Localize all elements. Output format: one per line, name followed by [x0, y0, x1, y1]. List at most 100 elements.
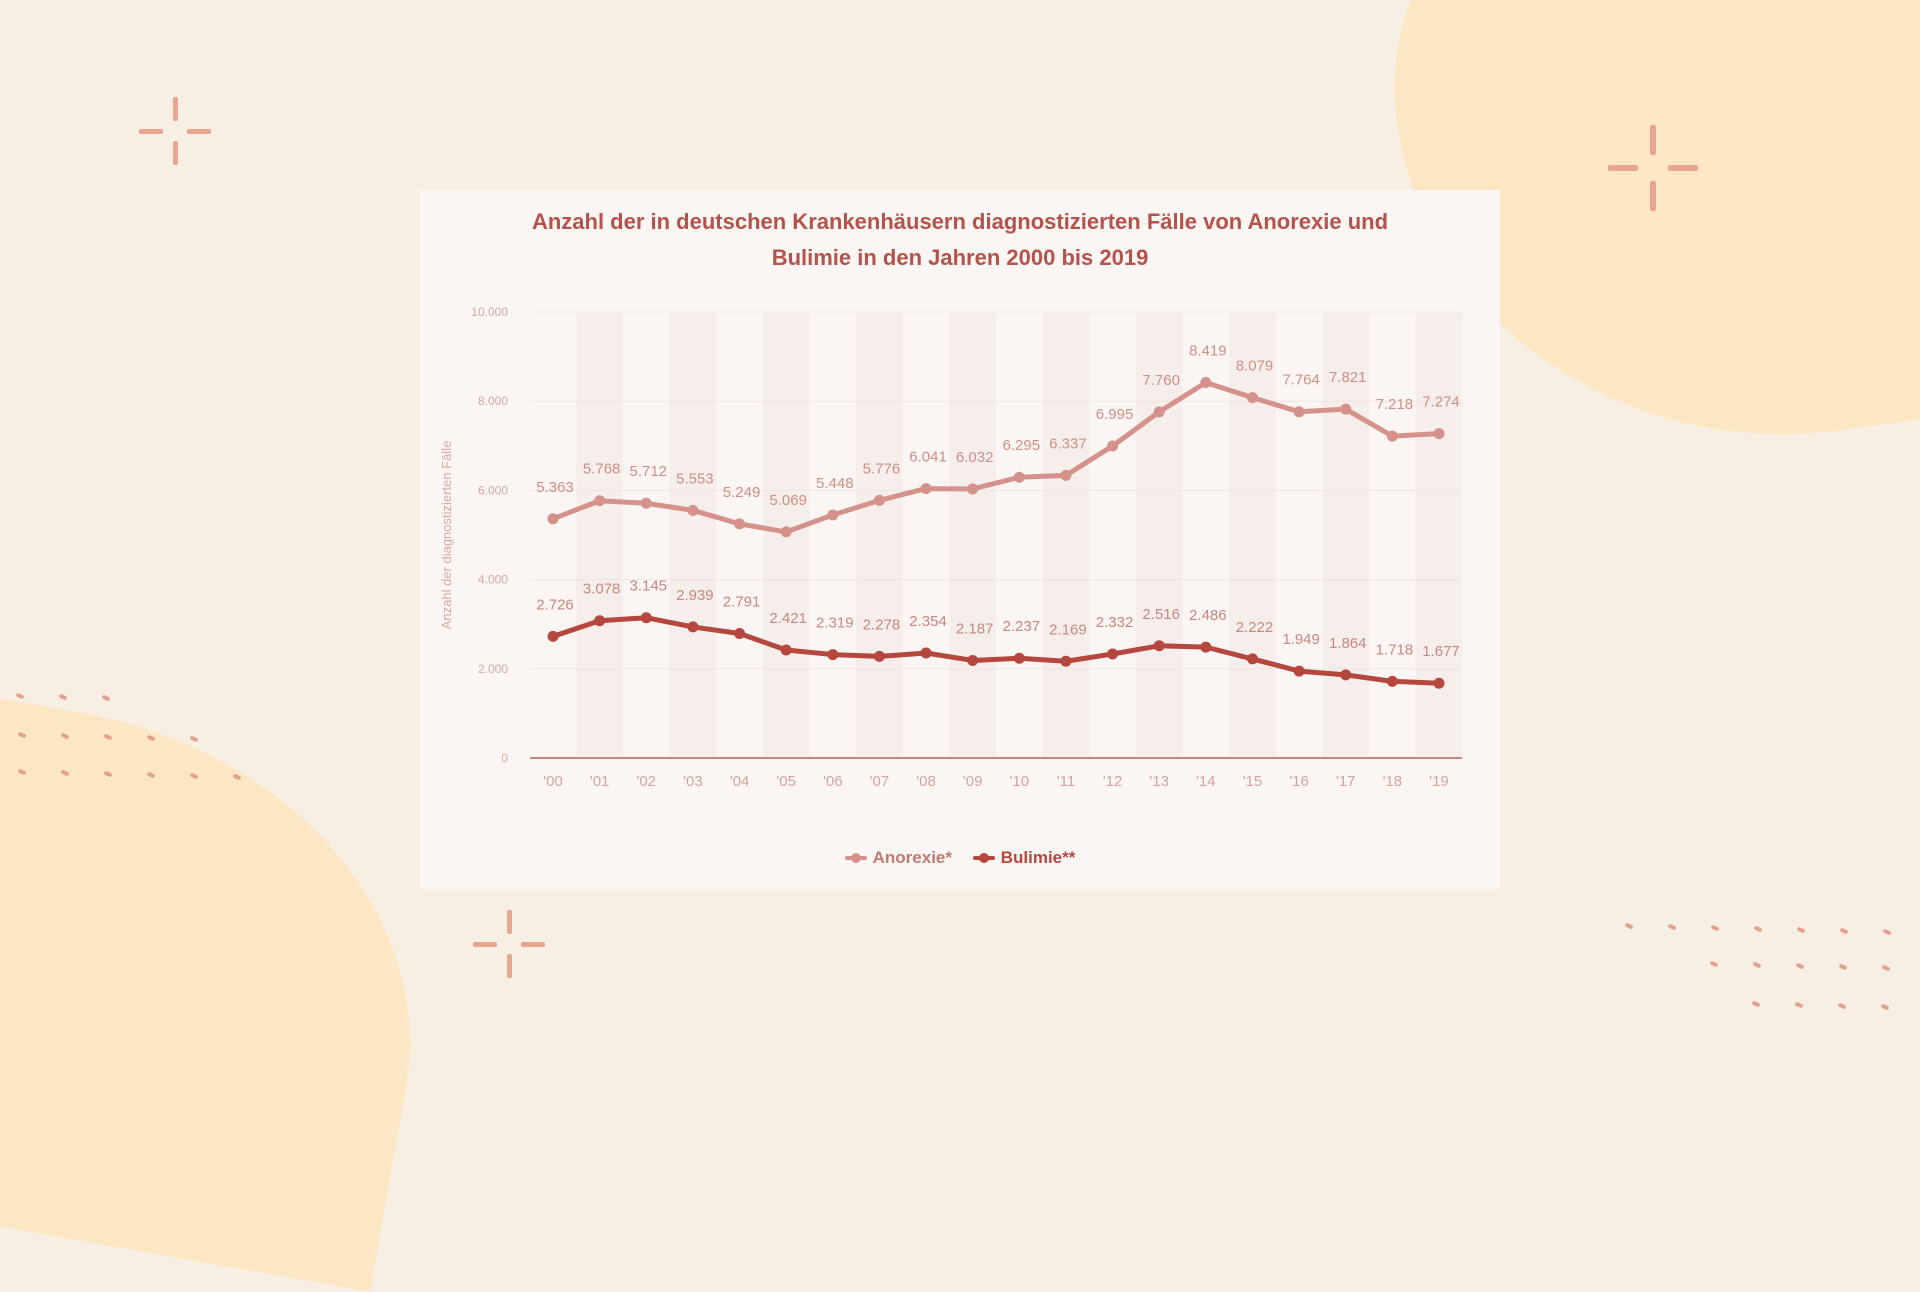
data-label: 2.354	[909, 613, 947, 630]
x-tick-label: '12	[1103, 773, 1123, 790]
dot	[101, 694, 111, 702]
x-tick-label: '02	[636, 773, 656, 790]
legend-item-bulimie[interactable]: Bulimie**	[972, 848, 1076, 868]
data-point	[594, 495, 606, 507]
legend: Anorexie* Bulimie**	[420, 845, 1500, 868]
data-label: 7.821	[1329, 369, 1367, 386]
chart-title-line: Bulimie in den Jahren 2000 bis 2019	[771, 245, 1149, 270]
x-tick-label: '01	[590, 773, 610, 790]
data-label: 2.187	[956, 620, 994, 637]
data-point	[920, 647, 932, 659]
data-point	[640, 612, 652, 624]
dot	[1839, 927, 1849, 935]
data-point	[687, 621, 699, 633]
data-point	[780, 644, 792, 656]
dot	[1837, 1002, 1847, 1010]
x-tick-label: '13	[1149, 773, 1169, 790]
dot	[1794, 1001, 1804, 1009]
sparkle-icon	[1608, 125, 1698, 211]
x-tick-label: '03	[683, 773, 703, 790]
data-point	[920, 483, 932, 495]
x-tick-label: '04	[730, 773, 750, 790]
x-tick-label: '07	[870, 773, 890, 790]
sparkle-icon	[469, 904, 549, 984]
data-label: 5.553	[676, 470, 714, 487]
data-label: 1.864	[1329, 635, 1367, 652]
x-tick-label: '14	[1196, 773, 1216, 790]
dot	[15, 692, 25, 700]
data-label: 8.419	[1189, 343, 1227, 360]
data-point	[1433, 428, 1445, 440]
data-point	[547, 630, 559, 642]
data-label: 2.791	[723, 594, 761, 611]
data-label: 8.079	[1236, 358, 1274, 375]
data-label: 1.677	[1422, 643, 1460, 660]
column-band	[856, 312, 903, 758]
data-label: 3.145	[629, 578, 667, 595]
dot	[1751, 1000, 1761, 1008]
legend-marker-icon	[972, 853, 995, 863]
dot	[1838, 963, 1848, 971]
data-label: 6.337	[1049, 435, 1087, 452]
data-label: 2.332	[1096, 614, 1134, 631]
x-tick-label: '15	[1243, 773, 1263, 790]
data-label: 2.278	[863, 616, 901, 633]
y-tick-label: 8.000	[478, 394, 508, 408]
data-label: 2.222	[1236, 619, 1274, 636]
data-point	[780, 526, 792, 538]
y-tick-label: 4.000	[478, 573, 508, 587]
data-label: 2.516	[1142, 606, 1180, 623]
legend-label: Bulimie**	[1000, 848, 1076, 867]
data-point	[734, 628, 746, 640]
data-label: 6.295	[1003, 437, 1041, 454]
dot	[1752, 961, 1762, 969]
data-label: 7.218	[1376, 396, 1414, 413]
data-label: 6.995	[1096, 406, 1134, 423]
x-tick-label: '05	[776, 773, 796, 790]
data-label: 7.274	[1422, 394, 1460, 411]
data-label: 2.939	[676, 587, 714, 604]
dot	[1624, 922, 1634, 930]
x-tick-label: '09	[963, 773, 983, 790]
x-tick-label: '19	[1429, 773, 1449, 790]
data-point	[967, 654, 979, 666]
series-line-bulimie	[552, 615, 1440, 686]
column-band	[669, 312, 717, 758]
x-tick-label: '00	[543, 773, 563, 790]
column-band	[1229, 312, 1276, 758]
data-label: 5.249	[723, 484, 761, 501]
data-point	[1200, 377, 1212, 389]
chart-card: Anzahl der in deutschen Krankenhäusern d…	[420, 190, 1500, 889]
data-label: 6.041	[909, 449, 947, 466]
dot	[189, 735, 199, 743]
data-point	[640, 497, 652, 509]
data-label: 3.078	[583, 581, 621, 598]
column-band	[576, 312, 623, 758]
data-point	[1246, 392, 1258, 404]
data-label: 5.776	[863, 460, 901, 477]
x-tick-label: '06	[823, 773, 843, 790]
data-label: 2.486	[1189, 607, 1227, 624]
data-point	[873, 494, 885, 506]
data-label: 5.768	[583, 461, 621, 478]
data-point	[1386, 675, 1398, 687]
sparkle-icon	[135, 91, 215, 171]
data-point	[594, 615, 606, 627]
data-point	[873, 650, 885, 662]
data-point	[1293, 665, 1305, 677]
dot	[1667, 923, 1677, 931]
data-point	[1340, 403, 1352, 415]
line-chart: 0 2.000 4.000 6.000 8.000 10.000 '00 '01 '02 '03 '…	[439, 305, 1463, 790]
data-point	[1293, 406, 1305, 418]
data-label: 5.448	[816, 475, 854, 492]
legend-item-anorexie[interactable]: Anorexie*	[844, 848, 952, 868]
x-tick-label: '08	[916, 773, 936, 790]
x-tick-label: '18	[1383, 773, 1403, 790]
y-tick-label: 10.000	[471, 305, 508, 319]
decorative-blob-bottom-left	[0, 668, 461, 1292]
data-point	[1153, 406, 1165, 418]
column-band	[1042, 312, 1090, 758]
column-band	[1415, 312, 1463, 758]
data-point	[687, 504, 699, 516]
data-point	[1433, 677, 1445, 689]
